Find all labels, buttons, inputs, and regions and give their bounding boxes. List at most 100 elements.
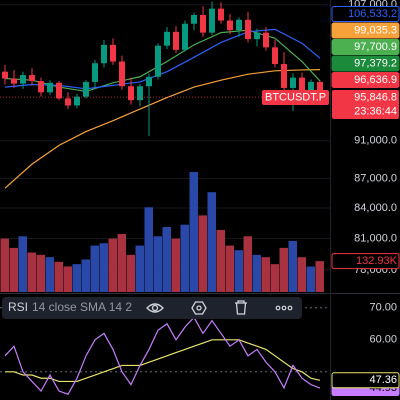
price-badge xyxy=(331,22,400,39)
candle-body xyxy=(299,77,305,91)
candle-body xyxy=(110,44,116,62)
volume-bar xyxy=(207,192,216,292)
candle-body xyxy=(155,45,161,77)
candle-body xyxy=(236,19,242,31)
volume-bar xyxy=(126,254,135,292)
price-tick-label: 107,000.0 xyxy=(348,0,397,11)
volume-bar xyxy=(198,215,207,292)
candle-body xyxy=(209,8,215,33)
volume-bar xyxy=(189,171,198,292)
candle-body xyxy=(11,78,17,84)
volume-bar xyxy=(117,233,126,292)
last-price-badge xyxy=(332,90,399,119)
candle-body xyxy=(263,32,269,48)
candle-body xyxy=(29,75,35,82)
candle-body xyxy=(164,31,170,46)
volume-bar xyxy=(45,257,54,292)
rsi-line xyxy=(4,316,321,395)
candle-body xyxy=(245,19,251,40)
visibility-button[interactable] xyxy=(146,303,164,313)
candle-body xyxy=(182,23,188,50)
last-price-label: 95,846.8 xyxy=(354,91,397,103)
volume-bar xyxy=(54,261,63,292)
candle-body xyxy=(227,20,233,31)
volume-bar xyxy=(279,247,288,292)
rsi-tick-label: 60.00 xyxy=(369,334,397,346)
candle-body xyxy=(308,81,314,91)
indicator-params: 14 close SMA 14 2 xyxy=(32,300,132,314)
candle-body xyxy=(281,64,287,88)
settings-button[interactable] xyxy=(191,301,207,315)
volume-bar xyxy=(9,247,18,292)
rsi-line xyxy=(5,339,321,383)
volume-bar xyxy=(135,245,144,292)
candle-body xyxy=(272,47,278,65)
price-badge-label: 97,379.2 xyxy=(354,57,397,69)
candle-body xyxy=(191,14,197,24)
volume-bar xyxy=(27,252,36,292)
candle-body xyxy=(56,82,62,99)
indicator-toolbar: RSI 14 close SMA 14 2 xyxy=(2,297,302,319)
candle-body xyxy=(119,61,125,87)
candle-body xyxy=(47,82,53,93)
volume-bar xyxy=(72,264,81,292)
candle-body xyxy=(2,71,8,79)
price-badge xyxy=(331,55,400,72)
volume-bar xyxy=(63,266,72,292)
price-tick-label: 81,000.0 xyxy=(354,232,397,244)
more-button[interactable] xyxy=(275,305,293,311)
price-tick-label: 91,000.0 xyxy=(354,135,397,147)
volume-bar xyxy=(171,238,180,292)
candle-body xyxy=(317,81,323,98)
candle-body xyxy=(101,44,107,64)
volume-bar xyxy=(108,238,117,292)
candle-body xyxy=(20,75,26,84)
rsi-badge-label: 47.36 xyxy=(369,374,397,386)
volume-bar xyxy=(315,261,324,292)
symbol-badge xyxy=(262,90,329,105)
rsi-badge xyxy=(331,372,400,389)
moving-average xyxy=(4,69,321,189)
candle-body xyxy=(218,8,224,21)
candle-body xyxy=(83,81,89,97)
volume-bar xyxy=(216,230,225,292)
candle-body xyxy=(128,86,134,101)
price-tick-label: 84,000.0 xyxy=(354,202,397,214)
volume-badge xyxy=(331,253,400,270)
volume-bar xyxy=(162,227,171,292)
rsi-tick-label: 70.00 xyxy=(369,302,397,314)
volume-bar xyxy=(306,266,315,292)
price-badge-label: 97,700.9 xyxy=(354,41,397,53)
price-badge xyxy=(331,6,400,22)
candle-body xyxy=(65,98,71,106)
volume-bar xyxy=(225,245,234,292)
volume-badge-label: 132.93K xyxy=(356,255,398,267)
candle-body xyxy=(137,86,143,101)
volume-bar xyxy=(99,243,108,292)
volume-bar xyxy=(90,245,99,292)
volume-bar xyxy=(0,238,9,292)
candle-body xyxy=(200,14,206,33)
volume-bar xyxy=(180,224,189,292)
volume-bar xyxy=(81,259,90,292)
candle-body xyxy=(146,76,152,87)
volume-bar xyxy=(243,236,252,292)
price-badge-label: 106,533.2 xyxy=(348,8,397,20)
volume-bar xyxy=(36,254,45,292)
symbol-label: BTCUSDT.P xyxy=(265,91,326,103)
volume-bar xyxy=(270,264,279,292)
candle-body xyxy=(92,63,98,82)
volume-bar xyxy=(261,257,270,292)
delete-button[interactable] xyxy=(235,300,247,315)
volume-bar xyxy=(297,257,306,292)
price-badge-label: 99,035.3 xyxy=(354,24,397,36)
candle-body xyxy=(254,32,260,40)
countdown-label: 23:36:44 xyxy=(354,105,397,117)
price-badge xyxy=(331,39,400,55)
indicator-name: RSI xyxy=(8,300,28,314)
candle-body xyxy=(173,31,179,50)
price-tick-label: 87,000.0 xyxy=(354,172,397,184)
volume-bar xyxy=(288,240,297,292)
price-badge xyxy=(331,72,400,88)
candle-body xyxy=(290,77,296,88)
